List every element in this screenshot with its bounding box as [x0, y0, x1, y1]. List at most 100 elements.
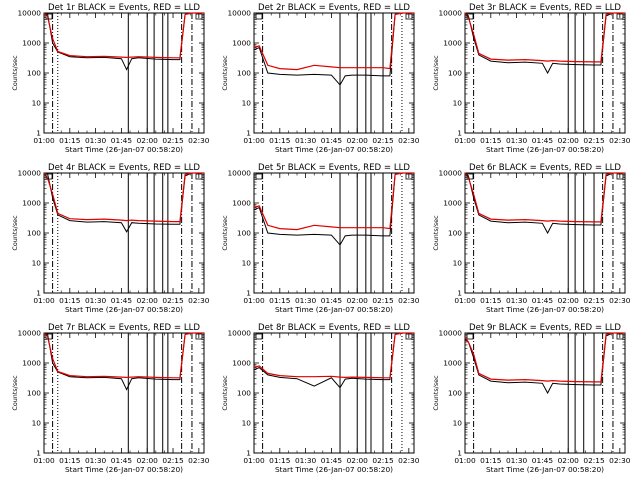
panel-3-title: Det 3r BLACK = Events, RED = LLD — [469, 3, 621, 13]
panel-8-x-tick-label: 01:30 — [295, 456, 317, 465]
panel-4-y-tick-label: 10 — [32, 259, 42, 268]
panel-8-x-axis-label: Start Time (26-Jan-07 00:58:20) — [275, 465, 393, 474]
chart-panel-9: Det 9r BLACK = Events, RED = LLD 1 10 100 10… — [432, 323, 631, 474]
panel-9-x-tick-label: 01:45 — [532, 456, 554, 465]
panel-8-corner-marker-left — [255, 333, 263, 340]
panel-7-x-tick-label: 02:00 — [137, 456, 159, 465]
panel-9-plot-frame — [464, 332, 626, 454]
panel-3-y-axis-label: Counts/sec — [432, 55, 440, 91]
panel-3-y-tick-label: 10000 — [438, 9, 462, 18]
panel-5-x-axis-label: Start Time (26-Jan-07 00:58:20) — [275, 305, 393, 314]
panel-8-y-tick-label: 100 — [237, 389, 251, 398]
panel-6-plot-frame — [464, 172, 626, 294]
panel-5-x-tick-label: 02:30 — [398, 296, 420, 305]
panel-2-series-lld — [253, 12, 414, 71]
panel-5-series-lld — [253, 172, 414, 231]
panel-3-y-tick-label: 10 — [453, 99, 463, 108]
panel-6-x-tick-label: 02:15 — [583, 296, 605, 305]
panel-3-series-lld — [464, 12, 625, 63]
panel-7-plot-frame — [43, 332, 205, 454]
panel-4-x-tick-label: 02:00 — [137, 296, 159, 305]
panel-6-y-axis-label: Counts/sec — [432, 215, 440, 251]
panel-2-x-tick-label: 01:45 — [321, 136, 343, 145]
panel-6-y-tick-label: 10000 — [438, 169, 462, 178]
panel-4-y-tick-label: 1000 — [22, 199, 41, 208]
panel-4-y-tick-label: 100 — [27, 229, 41, 238]
panel-1-x-tick-label: 02:00 — [137, 136, 159, 145]
panel-2-corner-marker-left — [255, 13, 263, 20]
panel-5-y-tick-label: 10000 — [227, 169, 251, 178]
panel-5-y-axis-label: Counts/sec — [221, 215, 229, 251]
panel-5-x-tick-label: 02:15 — [372, 296, 394, 305]
panel-2-x-axis-label: Start Time (26-Jan-07 00:58:20) — [275, 145, 393, 154]
panel-7-title: Det 7r BLACK = Events, RED = LLD — [48, 323, 200, 333]
panel-2-y-tick-label: 10000 — [227, 9, 251, 18]
panel-3-x-tick-label: 01:30 — [506, 136, 528, 145]
panel-4-x-tick-label: 01:30 — [85, 296, 107, 305]
panel-7-x-tick-label: 02:30 — [188, 456, 210, 465]
panel-5-x-tick-label: 01:00 — [243, 296, 265, 305]
panel-9-y-axis-label: Counts/sec — [432, 375, 440, 411]
panel-1-x-axis-label: Start Time (26-Jan-07 00:58:20) — [65, 145, 183, 154]
panel-4-corner-marker-right — [195, 173, 203, 180]
panel-1-x-tick-label: 02:15 — [162, 136, 184, 145]
panel-6-x-tick-label: 01:15 — [480, 296, 502, 305]
chart-panel-3: Det 3r BLACK = Events, RED = LLD 1 10 100 10… — [432, 3, 631, 154]
panel-2-x-tick-label: 01:00 — [243, 136, 265, 145]
panel-2-x-tick-label: 02:15 — [372, 136, 394, 145]
panel-1-series-lld — [43, 12, 204, 59]
chart-panel-8: Det 8r BLACK = Events, RED = LLD 1 10 100 10… — [221, 323, 420, 474]
panel-8-title: Det 8r BLACK = Events, RED = LLD — [258, 323, 410, 333]
panel-8-y-tick-label: 1000 — [232, 359, 251, 368]
panel-8-x-tick-label: 01:00 — [243, 456, 265, 465]
panel-2-x-tick-label: 02:00 — [347, 136, 369, 145]
panel-9-y-tick-label: 1000 — [443, 359, 462, 368]
panel-3-y-tick-label: 100 — [448, 69, 462, 78]
chart-panel-7: Det 7r BLACK = Events, RED = LLD 1 10 100 10… — [11, 323, 210, 474]
panel-8-series-lld — [253, 332, 414, 379]
panel-1-title: Det 1r BLACK = Events, RED = LLD — [48, 3, 200, 13]
panel-1-y-tick-label: 10000 — [17, 9, 41, 18]
panel-8-x-tick-label: 02:15 — [372, 456, 394, 465]
panel-9-x-tick-label: 01:30 — [506, 456, 528, 465]
panel-7-x-tick-label: 01:45 — [111, 456, 133, 465]
panel-7-y-tick-label: 1000 — [22, 359, 41, 368]
panel-9-x-axis-label: Start Time (26-Jan-07 00:58:20) — [486, 465, 604, 474]
panel-9-y-tick-label: 10 — [453, 419, 463, 428]
panel-5-corner-marker-right — [405, 173, 413, 180]
panel-5-y-tick-label: 1 — [246, 289, 251, 298]
panel-4-title: Det 4r BLACK = Events, RED = LLD — [48, 163, 200, 173]
panel-4-series-lld — [43, 172, 204, 223]
panel-9-x-tick-label: 02:15 — [583, 456, 605, 465]
panel-8-y-tick-label: 10000 — [227, 329, 251, 338]
panel-6-x-tick-label: 01:45 — [532, 296, 554, 305]
panel-5-x-tick-label: 01:30 — [295, 296, 317, 305]
panel-5-x-tick-label: 02:00 — [347, 296, 369, 305]
panel-7-series-lld — [43, 332, 204, 379]
chart-panel-5: Det 5r BLACK = Events, RED = LLD 1 10 100 10… — [221, 163, 420, 314]
panel-7-y-axis-label: Counts/sec — [11, 375, 19, 411]
panel-6-y-tick-label: 1 — [457, 289, 462, 298]
panel-4-x-tick-label: 02:30 — [188, 296, 210, 305]
panel-8-x-tick-label: 01:15 — [269, 456, 291, 465]
panel-2-y-tick-label: 1000 — [232, 39, 251, 48]
panel-1-y-tick-label: 1 — [36, 129, 41, 138]
chart-panel-6: Det 6r BLACK = Events, RED = LLD 1 10 100 10… — [432, 163, 631, 314]
panel-1-corner-marker-right — [195, 13, 203, 20]
panel-4-plot-frame — [43, 172, 205, 294]
panel-4-corner-marker-left — [45, 173, 53, 180]
chart-panel-1: Det 1r BLACK = Events, RED = LLD 1 10 100 10… — [11, 3, 210, 154]
panel-3-x-axis-label: Start Time (26-Jan-07 00:58:20) — [486, 145, 604, 154]
chart-panel-4: Det 4r BLACK = Events, RED = LLD 1 10 100 10… — [11, 163, 210, 314]
panel-1-plot-frame — [43, 12, 205, 134]
panel-6-y-tick-label: 10 — [453, 259, 463, 268]
panel-8-x-tick-label: 02:00 — [347, 456, 369, 465]
panel-8-x-tick-label: 02:30 — [398, 456, 420, 465]
panel-7-corner-marker-left — [45, 333, 53, 340]
panel-1-x-tick-label: 02:30 — [188, 136, 210, 145]
panel-5-y-tick-label: 100 — [237, 229, 251, 238]
panel-5-title: Det 5r BLACK = Events, RED = LLD — [258, 163, 410, 173]
panel-6-corner-marker-left — [466, 173, 474, 180]
panel-7-y-tick-label: 10 — [32, 419, 42, 428]
